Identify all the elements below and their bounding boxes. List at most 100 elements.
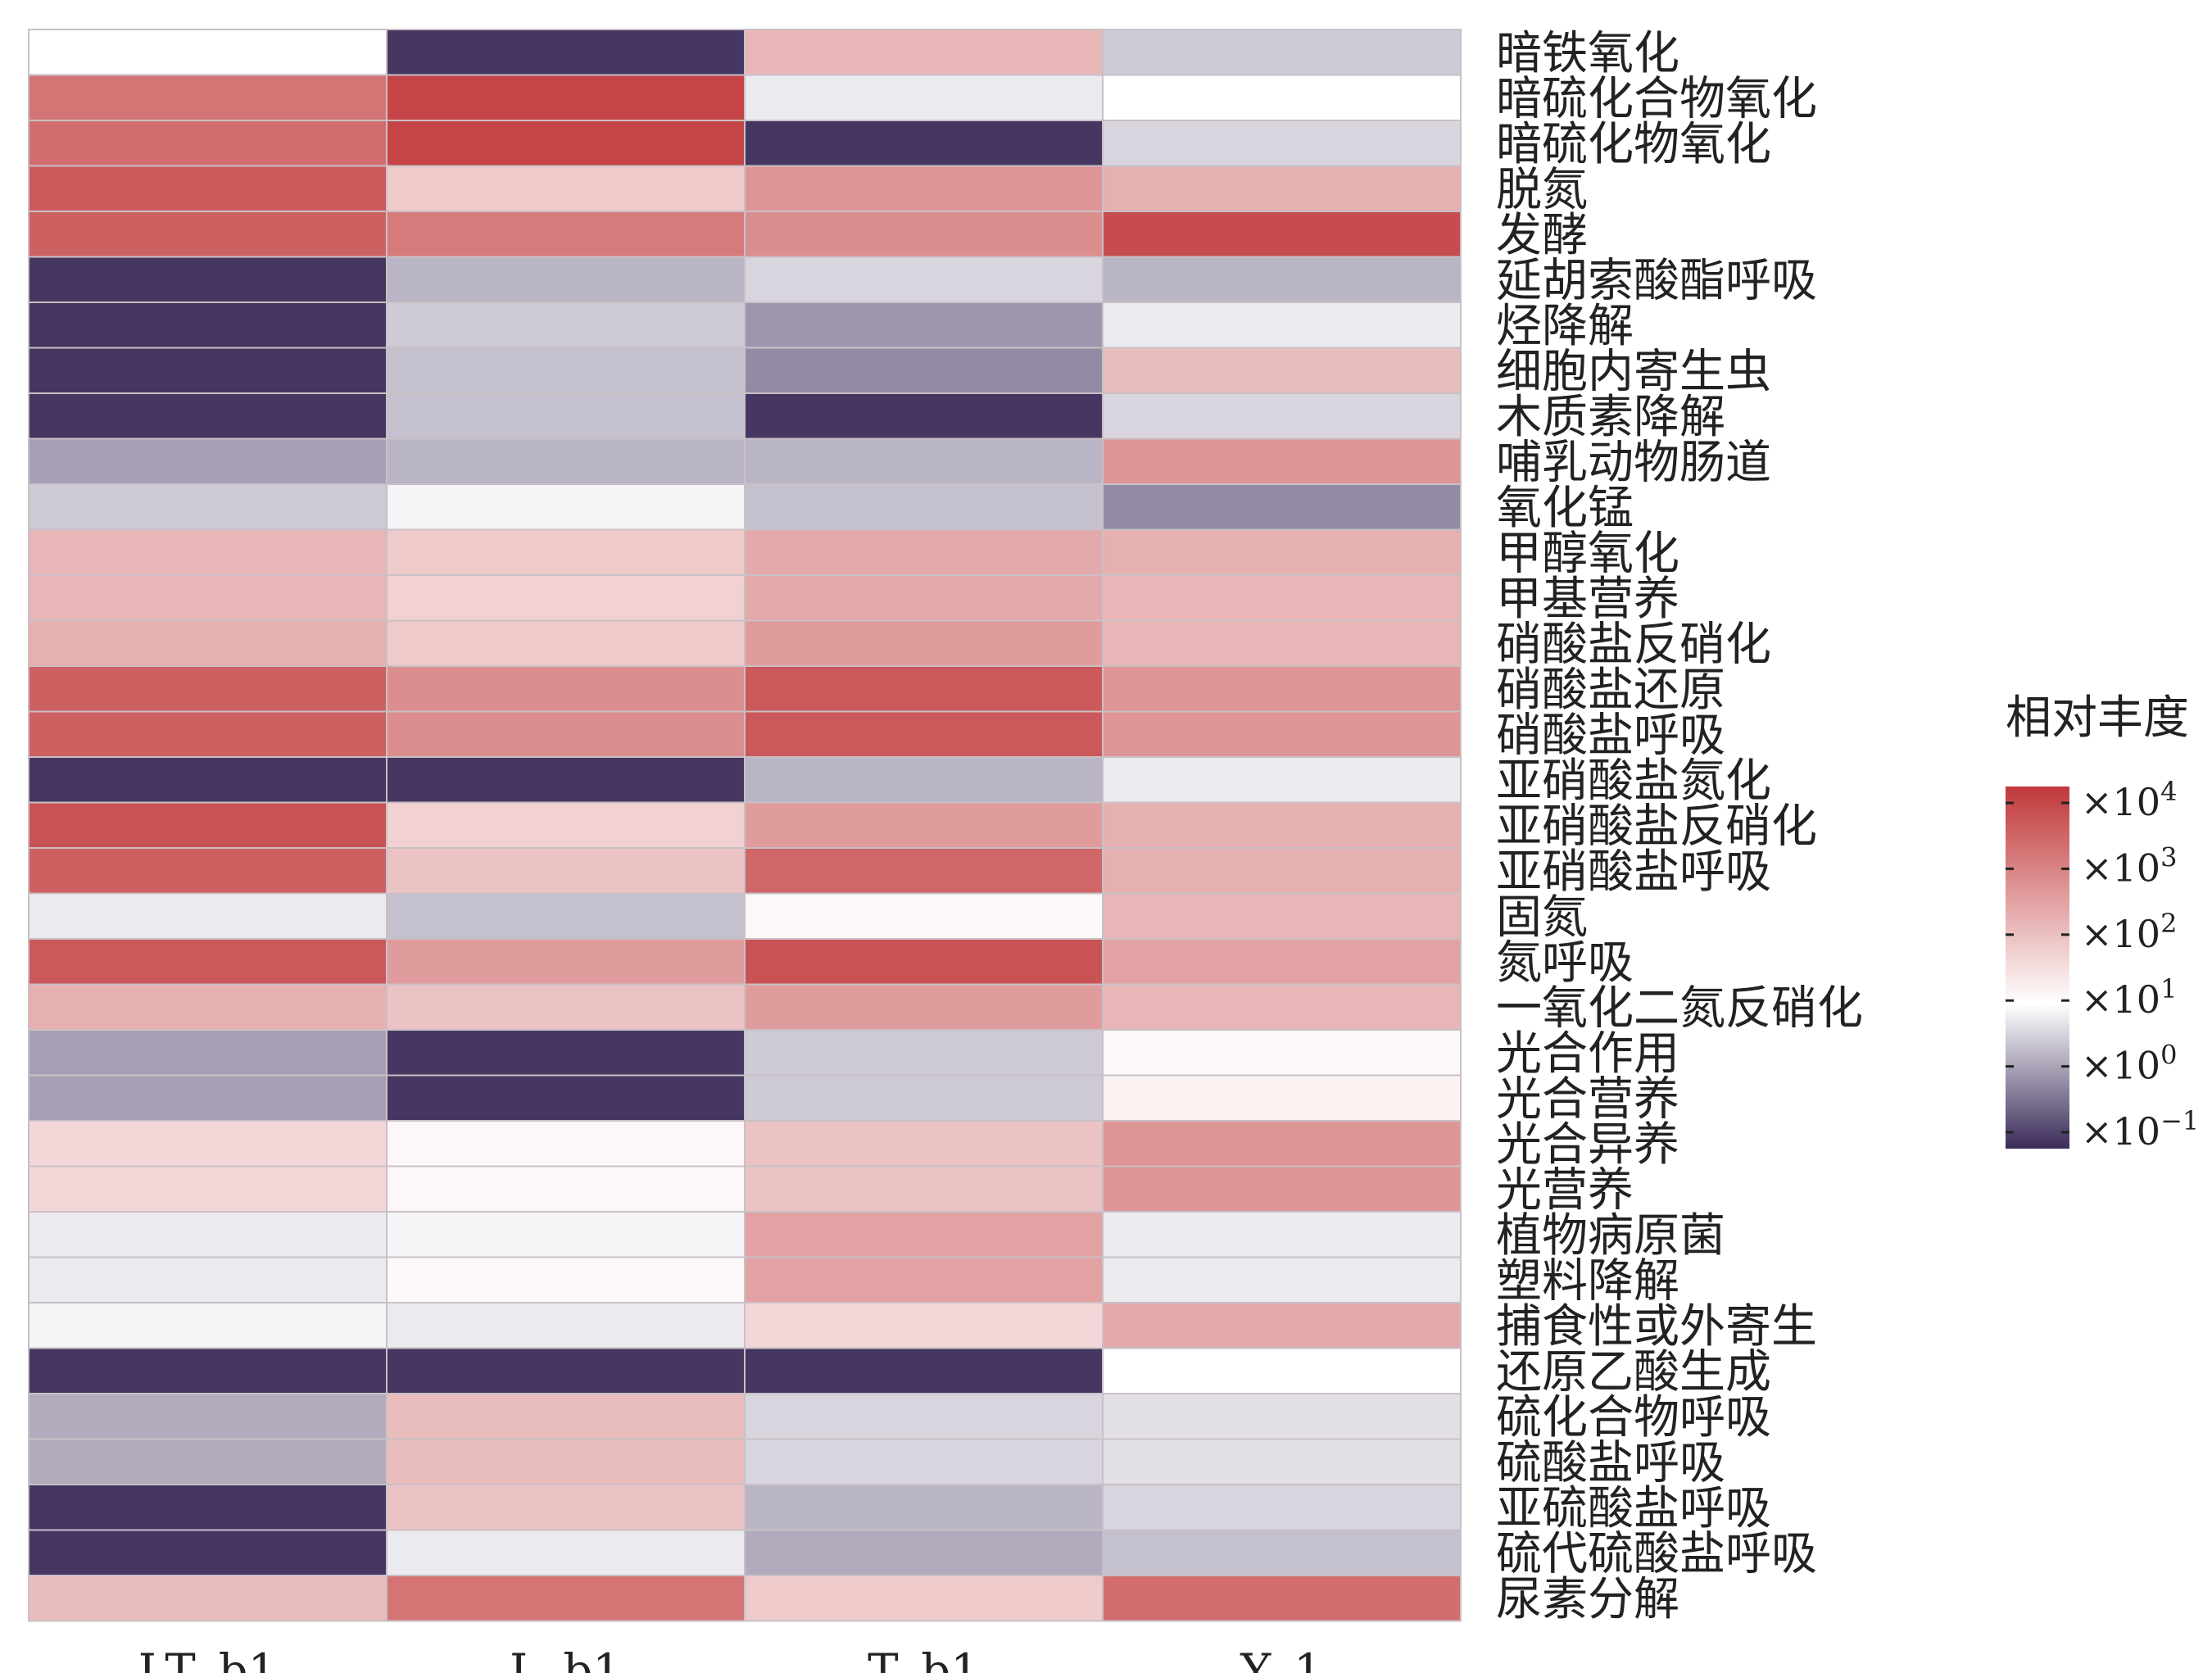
row-label: 硫代硫酸盐呼吸 xyxy=(1496,1527,1817,1580)
heatmap-cell xyxy=(28,574,388,622)
heatmap-cell xyxy=(1102,1438,1462,1485)
heatmap-cell xyxy=(744,1438,1104,1485)
heatmap-cell xyxy=(28,165,388,212)
heatmap-cell xyxy=(386,1393,746,1440)
row-label: 尿素分解 xyxy=(1496,1573,1679,1626)
heatmap-cell xyxy=(744,1393,1104,1440)
heatmap-cell xyxy=(1102,756,1462,804)
heatmap-cell xyxy=(386,574,746,622)
row-label: 细胞内寄生虫 xyxy=(1496,345,1771,398)
heatmap-cell xyxy=(28,211,388,258)
row-label: 甲基营养 xyxy=(1496,573,1679,626)
row-label: 亚硝酸盐呼吸 xyxy=(1496,846,1771,899)
heatmap-cell xyxy=(28,528,388,576)
heatmap-cell xyxy=(1102,710,1462,758)
heatmap-cell xyxy=(386,1484,746,1531)
heatmap-cell xyxy=(28,1484,388,1531)
heatmap-cell xyxy=(1102,1347,1462,1394)
heatmap-cell xyxy=(386,29,746,76)
heatmap-cell xyxy=(28,438,388,485)
row-label: 暗硫化合物氧化 xyxy=(1496,72,1817,125)
heatmap-cell xyxy=(386,1302,746,1349)
heatmap-cell xyxy=(386,302,746,349)
row-label: 硫酸盐呼吸 xyxy=(1496,1436,1725,1489)
heatmap-cell xyxy=(28,1347,388,1394)
row-label: 硫化合物呼吸 xyxy=(1496,1391,1771,1444)
heatmap-cell xyxy=(386,756,746,804)
heatmap-cell xyxy=(1102,1302,1462,1349)
heatmap-cell xyxy=(386,1074,746,1122)
heatmap-cell xyxy=(1102,1529,1462,1576)
heatmap-cell xyxy=(386,392,746,440)
heatmap-cell xyxy=(1102,1484,1462,1531)
row-label: 脱氮 xyxy=(1496,163,1588,216)
heatmap-cell xyxy=(1102,256,1462,303)
heatmap-cell xyxy=(386,120,746,167)
heatmap-cell xyxy=(386,710,746,758)
heatmap-cell xyxy=(28,483,388,531)
heatmap-cell xyxy=(28,1393,388,1440)
heatmap-cell xyxy=(28,1575,388,1622)
row-label: 暗铁氧化 xyxy=(1496,27,1679,80)
heatmap-cell xyxy=(744,1256,1104,1303)
heatmap-cell xyxy=(386,528,746,576)
heatmap-cell xyxy=(386,983,746,1031)
row-label: 硝酸盐还原 xyxy=(1496,664,1725,717)
row-label: 捕食性或外寄生 xyxy=(1496,1300,1817,1353)
row-label: 光营养 xyxy=(1496,1163,1634,1217)
heatmap-cell xyxy=(1102,619,1462,667)
heatmap-cell xyxy=(386,483,746,531)
heatmap-cell xyxy=(1102,528,1462,576)
heatmap-cell xyxy=(1102,574,1462,622)
heatmap-cell xyxy=(744,847,1104,895)
heatmap-cell xyxy=(386,938,746,986)
heatmap-cell xyxy=(28,302,388,349)
heatmap-cell xyxy=(744,619,1104,667)
heatmap-cell xyxy=(28,801,388,849)
heatmap-cell xyxy=(28,1256,388,1303)
heatmap-cell xyxy=(28,392,388,440)
heatmap-cell xyxy=(28,1029,388,1077)
row-labels: 暗铁氧化暗硫化合物氧化暗硫化物氧化脱氮发酵延胡索酸酯呼吸烃降解细胞内寄生虫木质素… xyxy=(1496,27,1863,1626)
heatmap-cell xyxy=(744,1484,1104,1531)
heatmap-cell xyxy=(28,892,388,940)
heatmap-cell xyxy=(28,1120,388,1167)
heatmap-cell xyxy=(1102,847,1462,895)
heatmap-cell xyxy=(744,165,1104,212)
heatmap-cell xyxy=(28,1211,388,1258)
heatmap-cell xyxy=(744,528,1104,576)
heatmap-cell xyxy=(1102,438,1462,485)
heatmap-cell xyxy=(386,211,746,258)
heatmap-cell xyxy=(1102,392,1462,440)
heatmap-cell xyxy=(28,120,388,167)
heatmap-cell xyxy=(1102,938,1462,986)
heatmap-cell xyxy=(1102,665,1462,713)
heatmap-cell xyxy=(28,1165,388,1213)
row-label: 暗硫化物氧化 xyxy=(1496,118,1771,171)
heatmap-cell xyxy=(386,1256,746,1303)
legend-title: 相对丰度 xyxy=(2006,691,2189,745)
heatmap-cell xyxy=(28,74,388,121)
heatmap-cell xyxy=(386,165,746,212)
heatmap-cell xyxy=(386,1529,746,1576)
heatmap-cell xyxy=(28,256,388,303)
heatmap-cell xyxy=(386,619,746,667)
heatmap-cell xyxy=(386,1438,746,1485)
heatmap-cell xyxy=(1102,1165,1462,1213)
legend-tick-label: ×102 xyxy=(2081,908,2177,956)
row-label: 光合营养 xyxy=(1496,1072,1679,1126)
heatmap-cell xyxy=(28,1074,388,1122)
heatmap-cell xyxy=(744,256,1104,303)
legend-tick-label: ×104 xyxy=(2081,776,2177,824)
row-label: 植物病原菌 xyxy=(1496,1209,1725,1263)
heatmap-cell xyxy=(28,1438,388,1485)
heatmap-cell xyxy=(744,665,1104,713)
heatmap-cell xyxy=(1102,1256,1462,1303)
heatmap-cell xyxy=(386,892,746,940)
legend-tick-label: ×101 xyxy=(2081,973,2177,1022)
column-label: Y_1 xyxy=(1240,1645,1323,1673)
heatmap-cell xyxy=(744,1120,1104,1167)
row-label: 延胡索酸酯呼吸 xyxy=(1496,254,1817,307)
heatmap-cell xyxy=(744,120,1104,167)
heatmap-cells xyxy=(28,29,1462,1622)
